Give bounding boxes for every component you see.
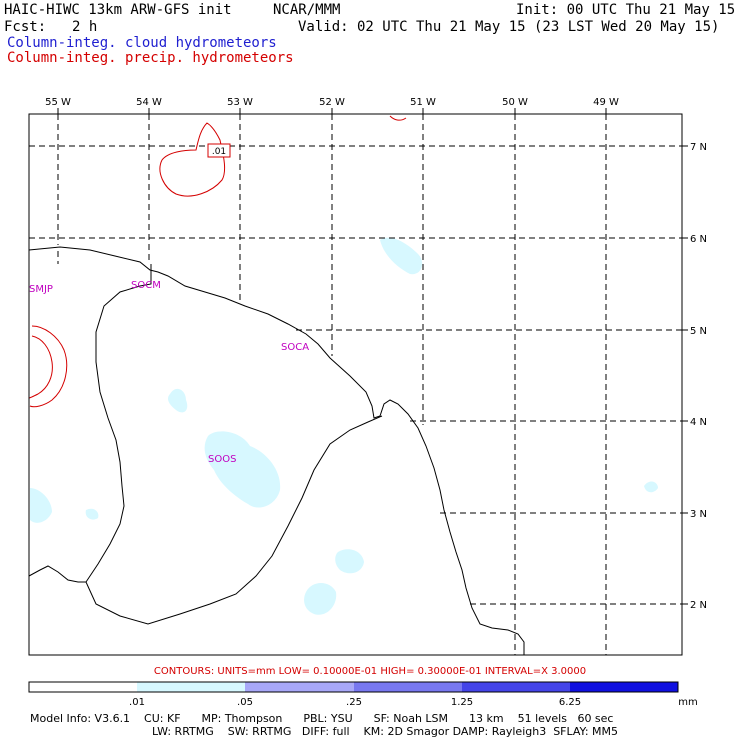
lat-label: 6 N bbox=[690, 234, 707, 245]
cloud-area bbox=[335, 549, 364, 574]
lon-label: 49 W bbox=[593, 97, 619, 108]
precip-contour bbox=[29, 325, 68, 408]
cloud-area bbox=[380, 237, 423, 275]
lon-label: 51 W bbox=[410, 97, 436, 108]
country-border bbox=[85, 264, 383, 625]
lon-label: 52 W bbox=[319, 97, 345, 108]
lon-label: 54 W bbox=[136, 97, 162, 108]
station-label: SOCA bbox=[281, 342, 309, 353]
scale-label: .25 bbox=[346, 697, 362, 708]
cloud-area bbox=[204, 431, 281, 508]
forecast-hour: 2 h bbox=[72, 19, 98, 35]
lon-label: 53 W bbox=[227, 97, 253, 108]
scale-label: .01 bbox=[129, 697, 145, 708]
cloud-area bbox=[304, 583, 337, 615]
model-info-line1: Model Info: V3.6.1 CU: KF MP: Thompson P… bbox=[30, 712, 614, 725]
lat-label: 2 N bbox=[690, 600, 707, 611]
station-label: SOOS bbox=[208, 454, 236, 465]
scale-label: 6.25 bbox=[559, 697, 581, 708]
organization: NCAR/MMM bbox=[273, 2, 341, 18]
precip-contour bbox=[159, 122, 226, 197]
precip-contour bbox=[389, 115, 407, 121]
cloud-area bbox=[85, 508, 99, 520]
lat-label: 7 N bbox=[690, 142, 707, 153]
lat-label: 4 N bbox=[690, 417, 707, 428]
plot-title: HAIC-HIWC 13km ARW-GFS init bbox=[4, 2, 232, 18]
lon-label: 55 W bbox=[45, 97, 71, 108]
map-frame bbox=[28, 113, 683, 656]
cloud-area bbox=[30, 488, 52, 523]
precip-contour bbox=[29, 335, 53, 399]
lat-lon-grid bbox=[29, 114, 682, 655]
contours-info: CONTOURS: UNITS=mm LOW= 0.10000E-01 HIGH… bbox=[153, 666, 587, 677]
contour-value-label: .01 bbox=[207, 143, 231, 158]
cloud-hydrometeor-areas bbox=[30, 237, 658, 615]
precip-contours bbox=[29, 115, 407, 408]
precip-hydrometeor-title: Column-integ. precip. hydrometeors bbox=[7, 50, 294, 66]
model-info-line2: LW: RRTMG SW: RRTMG DIFF: full KM: 2D Sm… bbox=[152, 725, 618, 738]
scale-label: .05 bbox=[237, 697, 253, 708]
lat-label: 5 N bbox=[690, 326, 707, 337]
coastlines bbox=[29, 246, 525, 655]
scale-unit: mm bbox=[678, 697, 697, 708]
valid-time: Valid: 02 UTC Thu 21 May 15 (23 LST Wed … bbox=[298, 19, 720, 35]
scale-label: 1.25 bbox=[451, 697, 473, 708]
country-border bbox=[29, 565, 86, 583]
color-scale bbox=[28, 681, 679, 693]
forecast-label: Fcst: bbox=[4, 19, 47, 35]
lat-label: 3 N bbox=[690, 509, 707, 520]
cloud-area bbox=[644, 481, 658, 493]
lon-label: 50 W bbox=[502, 97, 528, 108]
tick-marks bbox=[57, 108, 688, 605]
cloud-hydrometeor-title: Column-integ. cloud hydrometeors bbox=[7, 35, 277, 51]
coastline bbox=[29, 246, 525, 655]
cloud-area bbox=[168, 388, 188, 413]
station-label: SOCM bbox=[131, 280, 161, 291]
contour-value-text: .01 bbox=[212, 147, 226, 157]
init-time: Init: 00 UTC Thu 21 May 15 bbox=[516, 2, 736, 18]
station-label: SMJP bbox=[29, 284, 53, 295]
